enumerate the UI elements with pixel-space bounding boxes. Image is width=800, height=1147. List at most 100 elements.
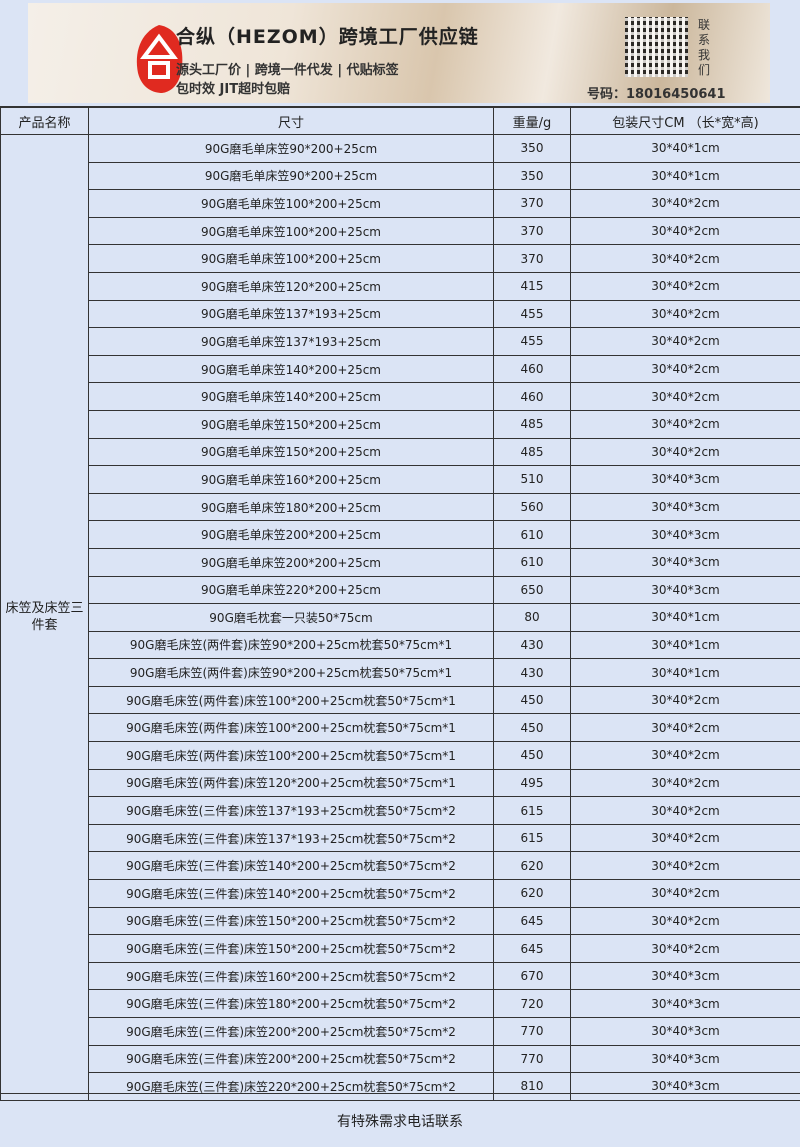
header-size: 尺寸 [89, 108, 494, 135]
package-size-cell: 30*40*2cm [571, 438, 800, 466]
package-size-cell: 30*40*1cm [571, 135, 800, 163]
weight-cell: 370 [494, 245, 571, 273]
banner: 合纵（HEZOM）跨境工厂供应链 源头工厂价 | 跨境一件代发 | 代贴标签 包… [0, 0, 800, 108]
weight-cell: 485 [494, 438, 571, 466]
weight-cell: 370 [494, 190, 571, 218]
weight-cell: 560 [494, 493, 571, 521]
size-cell: 90G磨毛单床笠160*200+25cm [89, 466, 494, 494]
package-size-cell: 30*40*2cm [571, 769, 800, 797]
package-size-cell: 30*40*2cm [571, 383, 800, 411]
package-size-cell: 30*40*2cm [571, 300, 800, 328]
category-cell: 床笠及床笠三件套 [1, 135, 89, 1101]
phone-number: 号码：18016450641 [587, 83, 726, 102]
size-cell: 90G磨毛床笠(三件套)床笠200*200+25cm枕套50*75cm*2 [89, 1018, 494, 1046]
package-size-cell: 30*40*2cm [571, 217, 800, 245]
weight-cell: 430 [494, 631, 571, 659]
size-cell: 90G磨毛床笠(两件套)床笠90*200+25cm枕套50*75cm*1 [89, 659, 494, 687]
size-cell: 90G磨毛单床笠100*200+25cm [89, 190, 494, 218]
size-cell: 90G磨毛床笠(两件套)床笠100*200+25cm枕套50*75cm*1 [89, 714, 494, 742]
package-size-cell: 30*40*1cm [571, 631, 800, 659]
size-cell: 90G磨毛单床笠137*193+25cm [89, 300, 494, 328]
package-size-cell: 30*40*2cm [571, 410, 800, 438]
size-cell: 90G磨毛单床笠90*200+25cm [89, 162, 494, 190]
package-size-cell: 30*40*3cm [571, 962, 800, 990]
weight-cell: 720 [494, 990, 571, 1018]
size-cell: 90G磨毛单床笠140*200+25cm [89, 355, 494, 383]
size-cell: 90G磨毛单床笠100*200+25cm [89, 217, 494, 245]
header-weight: 重量/g [494, 108, 571, 135]
package-size-cell: 30*40*3cm [571, 548, 800, 576]
package-size-cell: 30*40*2cm [571, 880, 800, 908]
weight-cell: 770 [494, 1045, 571, 1073]
package-size-cell: 30*40*2cm [571, 742, 800, 770]
weight-cell: 615 [494, 797, 571, 825]
package-size-cell: 30*40*2cm [571, 797, 800, 825]
size-cell: 90G磨毛床笠(三件套)床笠137*193+25cm枕套50*75cm*2 [89, 824, 494, 852]
banner-subtitle-2: 包时效 JIT超时包赔 [176, 78, 290, 97]
size-cell: 90G磨毛枕套一只装50*75cm [89, 604, 494, 632]
weight-cell: 670 [494, 962, 571, 990]
weight-cell: 80 [494, 604, 571, 632]
size-cell: 90G磨毛单床笠90*200+25cm [89, 135, 494, 163]
weight-cell: 460 [494, 383, 571, 411]
weight-cell: 610 [494, 548, 571, 576]
weight-cell: 455 [494, 300, 571, 328]
weight-cell: 350 [494, 135, 571, 163]
weight-cell: 485 [494, 410, 571, 438]
weight-cell: 350 [494, 162, 571, 190]
package-size-cell: 30*40*2cm [571, 328, 800, 356]
size-cell: 90G磨毛单床笠150*200+25cm [89, 438, 494, 466]
package-size-cell: 30*40*3cm [571, 1045, 800, 1073]
size-cell: 90G磨毛单床笠137*193+25cm [89, 328, 494, 356]
size-cell: 90G磨毛单床笠140*200+25cm [89, 383, 494, 411]
banner-subtitle: 源头工厂价 | 跨境一件代发 | 代贴标签 [176, 59, 399, 78]
package-size-cell: 30*40*2cm [571, 852, 800, 880]
size-cell: 90G磨毛单床笠180*200+25cm [89, 493, 494, 521]
weight-cell: 770 [494, 1018, 571, 1046]
package-size-cell: 30*40*1cm [571, 604, 800, 632]
size-cell: 90G磨毛床笠(三件套)床笠180*200+25cm枕套50*75cm*2 [89, 990, 494, 1018]
size-cell: 90G磨毛单床笠150*200+25cm [89, 410, 494, 438]
size-cell: 90G磨毛床笠(三件套)床笠150*200+25cm枕套50*75cm*2 [89, 935, 494, 963]
package-size-cell: 30*40*2cm [571, 272, 800, 300]
package-size-cell: 30*40*3cm [571, 990, 800, 1018]
weight-cell: 610 [494, 521, 571, 549]
weight-cell: 495 [494, 769, 571, 797]
weight-cell: 650 [494, 576, 571, 604]
weight-cell: 455 [494, 328, 571, 356]
weight-cell: 430 [494, 659, 571, 687]
size-cell: 90G磨毛单床笠220*200+25cm [89, 576, 494, 604]
weight-cell: 645 [494, 907, 571, 935]
package-size-cell: 30*40*3cm [571, 466, 800, 494]
size-cell: 90G磨毛单床笠100*200+25cm [89, 245, 494, 273]
weight-cell: 415 [494, 272, 571, 300]
weight-cell: 645 [494, 935, 571, 963]
footer-note: 有特殊需求电话联系 [0, 1093, 800, 1147]
weight-cell: 450 [494, 742, 571, 770]
company-title: 合纵（HEZOM）跨境工厂供应链 [176, 22, 479, 49]
